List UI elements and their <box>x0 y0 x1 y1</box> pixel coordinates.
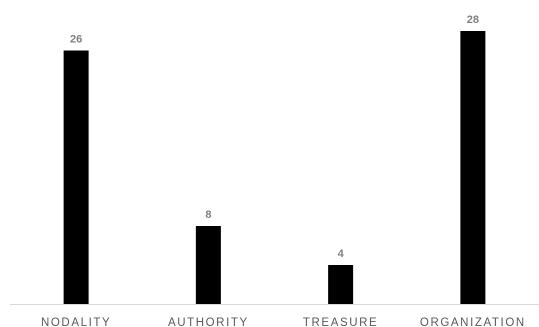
data-label-organization: 28 <box>467 14 479 26</box>
data-label-nodality: 26 <box>70 34 82 46</box>
value-labels-group: 26 8 4 28 <box>70 14 479 260</box>
bar-treasure <box>328 265 354 304</box>
bars-group <box>63 31 486 304</box>
x-tick-label-organization: ORGANIZATION <box>420 317 526 327</box>
bar-authority <box>195 226 221 304</box>
bar-nodality <box>63 50 89 304</box>
x-tick-labels-group: NODALITY AUTHORITY TREASURE ORGANIZATION <box>41 317 526 327</box>
bar-organization <box>460 31 486 304</box>
data-label-authority: 8 <box>205 209 211 221</box>
x-tick-label-authority: AUTHORITY <box>168 317 249 327</box>
x-tick-label-nodality: NODALITY <box>41 317 111 327</box>
x-tick-label-treasure: TREASURE <box>303 317 378 327</box>
data-label-treasure: 4 <box>338 248 345 260</box>
